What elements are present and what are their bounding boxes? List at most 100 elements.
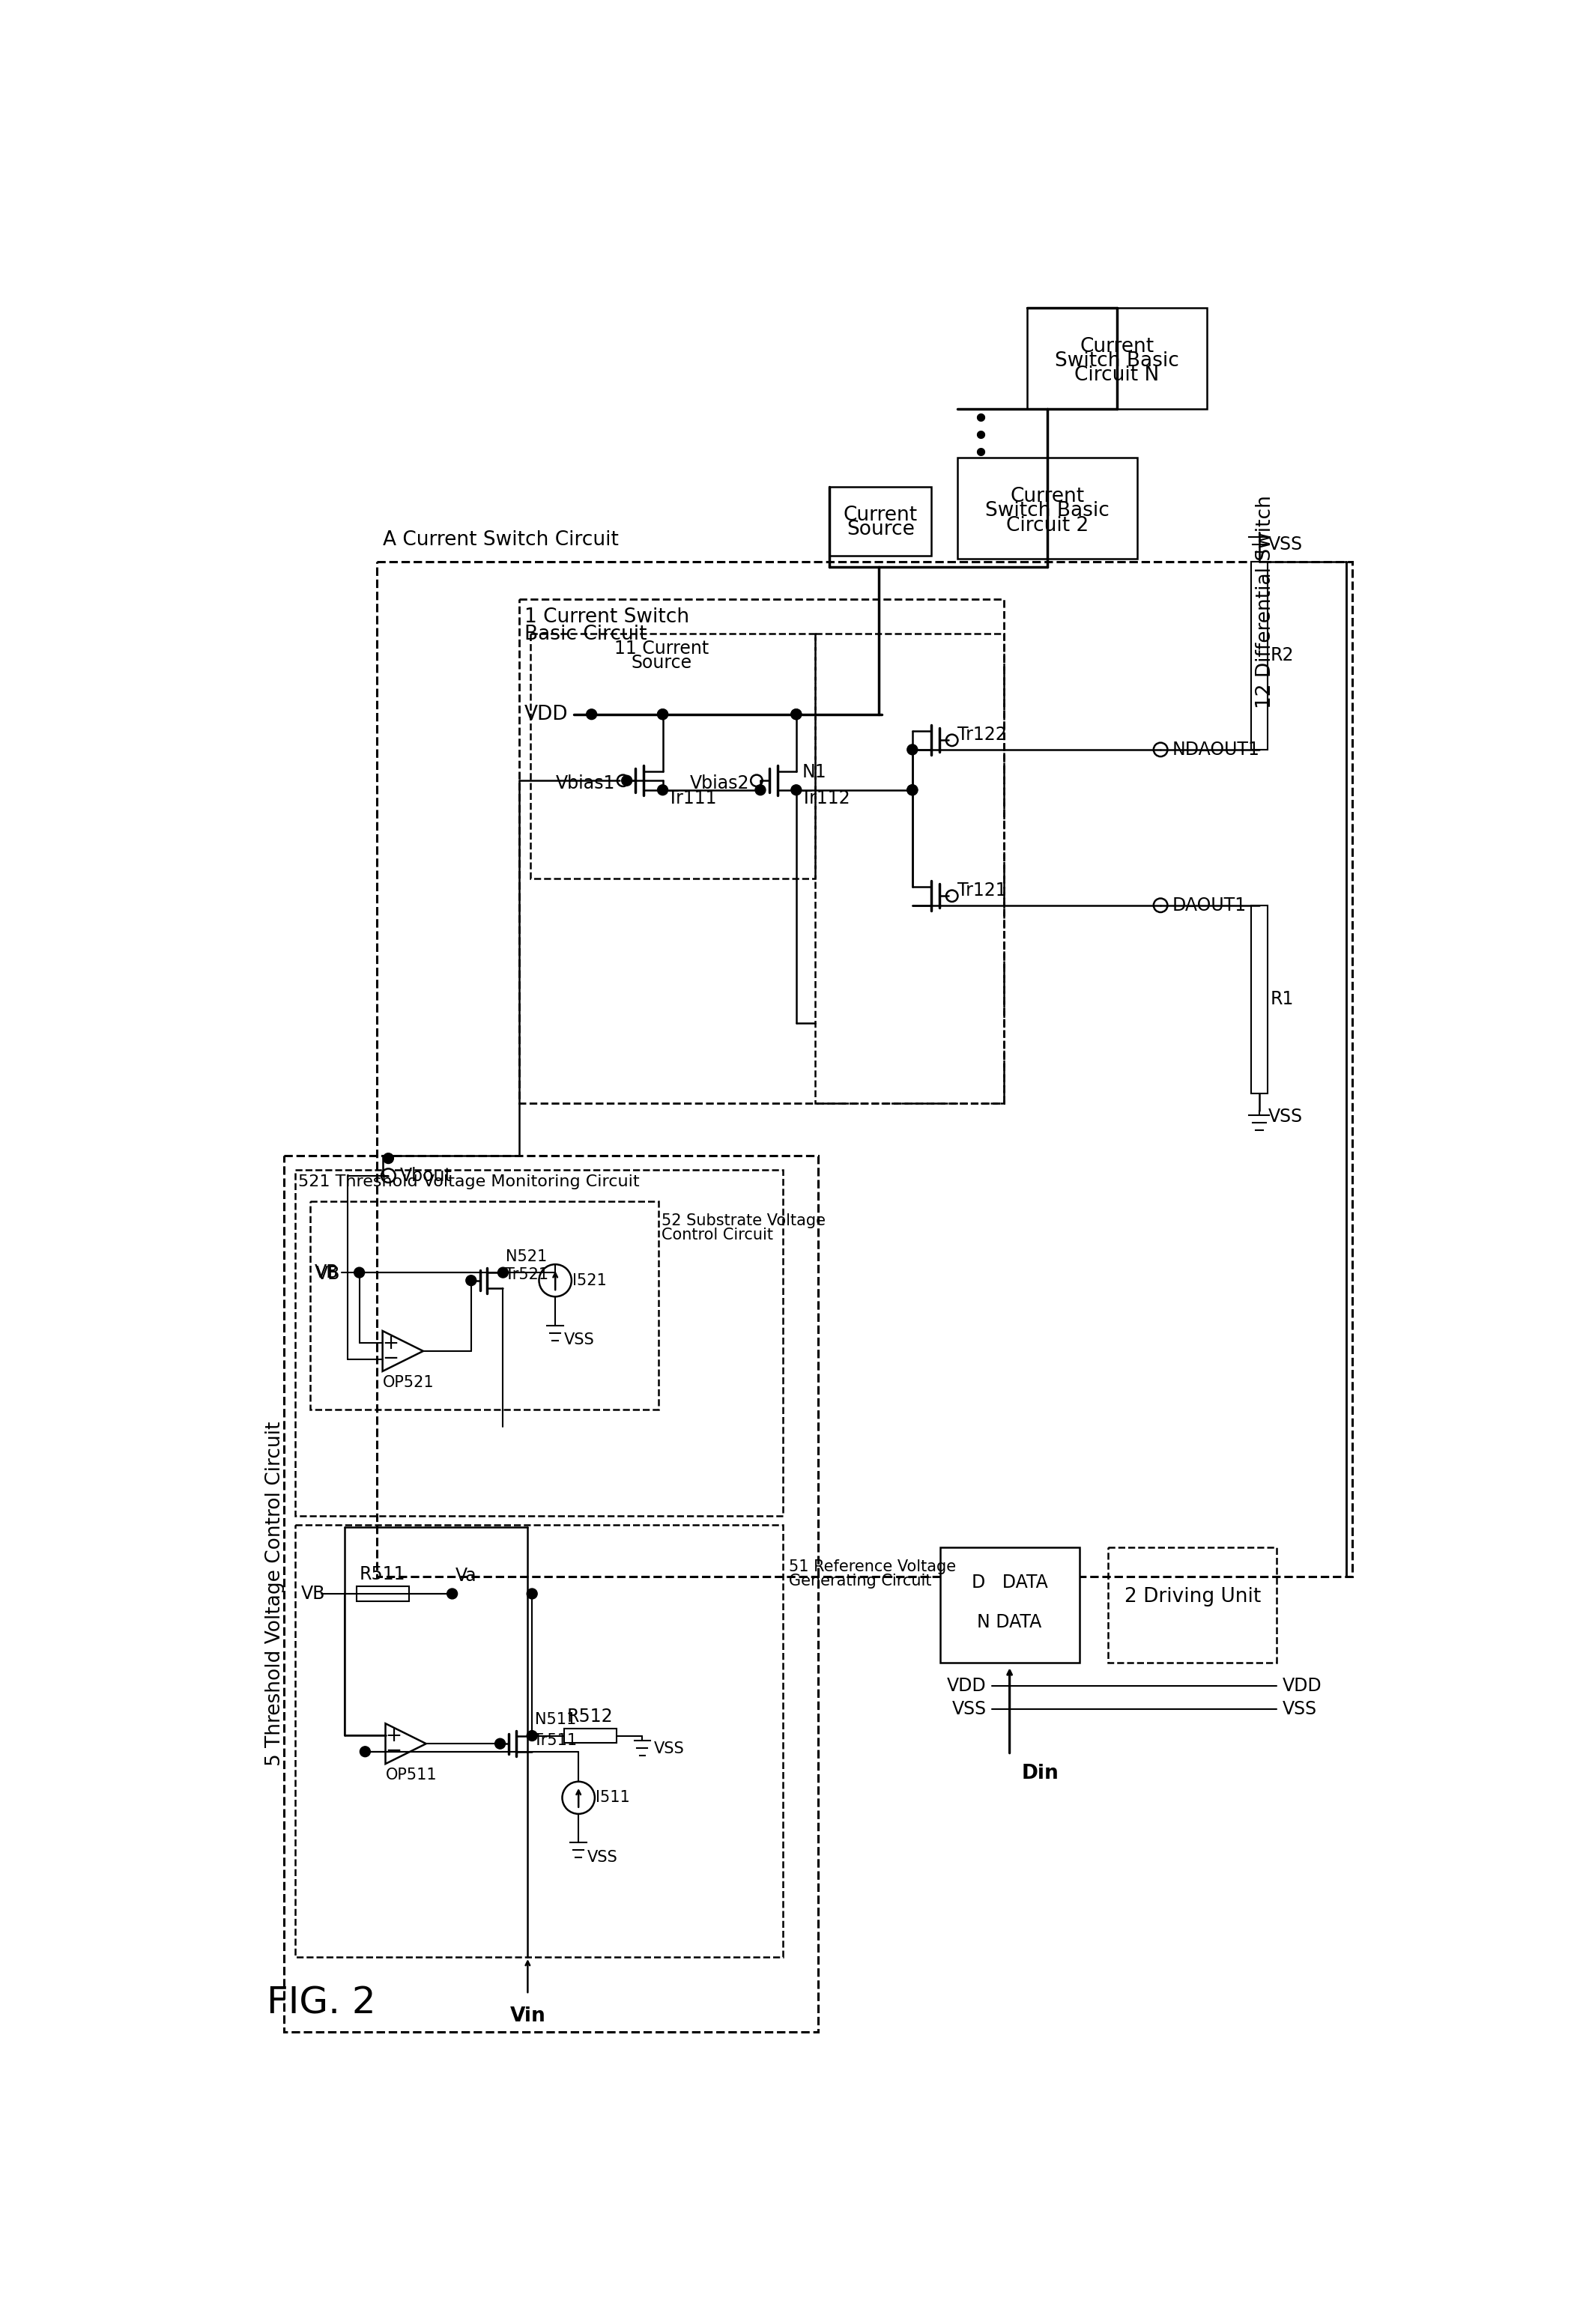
Circle shape bbox=[907, 786, 918, 795]
Circle shape bbox=[907, 786, 918, 795]
Text: Switch Basic: Switch Basic bbox=[985, 502, 1110, 521]
Text: R512: R512 bbox=[567, 1708, 614, 1727]
Bar bbox=[1108, 1548, 1277, 1664]
Circle shape bbox=[907, 744, 918, 755]
Bar bbox=[519, 600, 1004, 1104]
Text: VDD: VDD bbox=[948, 1678, 987, 1694]
Text: VSS: VSS bbox=[653, 1741, 685, 1757]
Text: Tr121: Tr121 bbox=[957, 881, 1007, 899]
Circle shape bbox=[658, 786, 667, 795]
Circle shape bbox=[751, 774, 762, 786]
Text: Vbias1: Vbias1 bbox=[556, 774, 615, 792]
Text: N511: N511 bbox=[535, 1713, 576, 1727]
Text: −: − bbox=[382, 1348, 398, 1369]
Text: Circuit N: Circuit N bbox=[1075, 365, 1160, 386]
Circle shape bbox=[1154, 744, 1168, 758]
Text: •: • bbox=[973, 442, 988, 469]
Circle shape bbox=[447, 1590, 458, 1599]
Bar bbox=[376, 562, 1352, 1576]
Circle shape bbox=[381, 1169, 395, 1183]
Text: R2: R2 bbox=[1270, 646, 1294, 665]
Circle shape bbox=[946, 890, 957, 902]
Text: Current: Current bbox=[1080, 337, 1154, 356]
Text: Vin: Vin bbox=[510, 2006, 546, 2027]
Circle shape bbox=[658, 709, 667, 720]
Text: Current: Current bbox=[844, 507, 918, 525]
Text: •: • bbox=[973, 407, 988, 435]
Text: Circuit 2: Circuit 2 bbox=[1006, 516, 1089, 535]
Text: Source: Source bbox=[631, 653, 691, 672]
Bar bbox=[296, 1525, 784, 1957]
Circle shape bbox=[792, 709, 801, 720]
Text: Vbias2: Vbias2 bbox=[689, 774, 749, 792]
Text: Din: Din bbox=[1022, 1764, 1058, 1783]
Text: 51 Reference Voltage: 51 Reference Voltage bbox=[789, 1559, 955, 1573]
Text: Va: Va bbox=[455, 1566, 477, 1585]
Text: OP511: OP511 bbox=[386, 1769, 438, 1783]
Text: VSS: VSS bbox=[587, 1850, 617, 1864]
Text: •: • bbox=[973, 423, 988, 451]
Text: Tr112: Tr112 bbox=[801, 790, 850, 806]
Bar bbox=[310, 1202, 658, 1408]
Circle shape bbox=[587, 709, 597, 720]
Text: I511: I511 bbox=[597, 1789, 630, 1806]
Circle shape bbox=[466, 1276, 477, 1285]
Text: N521: N521 bbox=[505, 1248, 548, 1264]
Text: NDAOUT1: NDAOUT1 bbox=[1173, 741, 1259, 758]
Text: VSS: VSS bbox=[1269, 535, 1303, 553]
Text: OP521: OP521 bbox=[382, 1376, 434, 1390]
Circle shape bbox=[527, 1731, 537, 1741]
Bar bbox=[815, 634, 1004, 1104]
Circle shape bbox=[658, 709, 667, 720]
Circle shape bbox=[792, 786, 801, 795]
Text: Tr122: Tr122 bbox=[957, 725, 1007, 744]
Text: DAOUT1: DAOUT1 bbox=[1173, 897, 1247, 913]
Text: 521 Threshold Voltage Monitoring Circuit: 521 Threshold Voltage Monitoring Circuit bbox=[299, 1174, 639, 1190]
Text: N DATA: N DATA bbox=[977, 1613, 1042, 1631]
Circle shape bbox=[622, 776, 633, 786]
Text: VB: VB bbox=[315, 1264, 338, 1281]
Text: VSS: VSS bbox=[952, 1701, 987, 1717]
Bar bbox=[296, 1169, 784, 1515]
Text: R1: R1 bbox=[1270, 990, 1294, 1009]
Text: N1: N1 bbox=[803, 762, 826, 781]
Text: 1 Current Switch: 1 Current Switch bbox=[524, 607, 689, 627]
Text: 11 Current: 11 Current bbox=[614, 639, 708, 658]
Circle shape bbox=[494, 1738, 505, 1750]
Text: Control Circuit: Control Circuit bbox=[661, 1227, 773, 1243]
Text: Tr111: Tr111 bbox=[667, 790, 716, 806]
Text: 52 Substrate Voltage: 52 Substrate Voltage bbox=[661, 1213, 825, 1227]
Bar bbox=[563, 1729, 617, 1743]
Text: VDD: VDD bbox=[1283, 1678, 1322, 1694]
Text: VSS: VSS bbox=[1283, 1701, 1317, 1717]
Text: Source: Source bbox=[847, 521, 914, 539]
Circle shape bbox=[946, 734, 957, 746]
Bar bbox=[940, 1548, 1080, 1664]
Text: Tr511: Tr511 bbox=[534, 1734, 578, 1748]
Circle shape bbox=[792, 709, 801, 720]
Bar bbox=[530, 634, 815, 878]
Bar bbox=[957, 458, 1138, 558]
Text: 12 Differential Switch: 12 Differential Switch bbox=[1256, 495, 1275, 709]
Text: FIG. 2: FIG. 2 bbox=[266, 1985, 376, 2022]
Circle shape bbox=[354, 1267, 365, 1278]
Text: VSS: VSS bbox=[563, 1332, 595, 1348]
Circle shape bbox=[756, 786, 765, 795]
Text: Current: Current bbox=[1011, 486, 1084, 507]
Text: VB: VB bbox=[316, 1264, 340, 1283]
Bar bbox=[829, 486, 932, 555]
Circle shape bbox=[360, 1745, 370, 1757]
Circle shape bbox=[527, 1590, 537, 1599]
Bar bbox=[356, 1587, 409, 1601]
Text: Basic Circuit: Basic Circuit bbox=[524, 625, 647, 644]
Text: −: − bbox=[386, 1741, 401, 1762]
Circle shape bbox=[382, 1153, 394, 1164]
Circle shape bbox=[497, 1267, 508, 1278]
Text: A Current Switch Circuit: A Current Switch Circuit bbox=[382, 530, 619, 551]
Bar bbox=[1251, 906, 1267, 1095]
Text: I521: I521 bbox=[573, 1274, 608, 1287]
Text: +: + bbox=[386, 1727, 401, 1745]
Bar bbox=[1026, 307, 1207, 409]
Text: 2 Driving Unit: 2 Driving Unit bbox=[1124, 1587, 1261, 1606]
Text: Generating Circuit: Generating Circuit bbox=[789, 1573, 932, 1590]
